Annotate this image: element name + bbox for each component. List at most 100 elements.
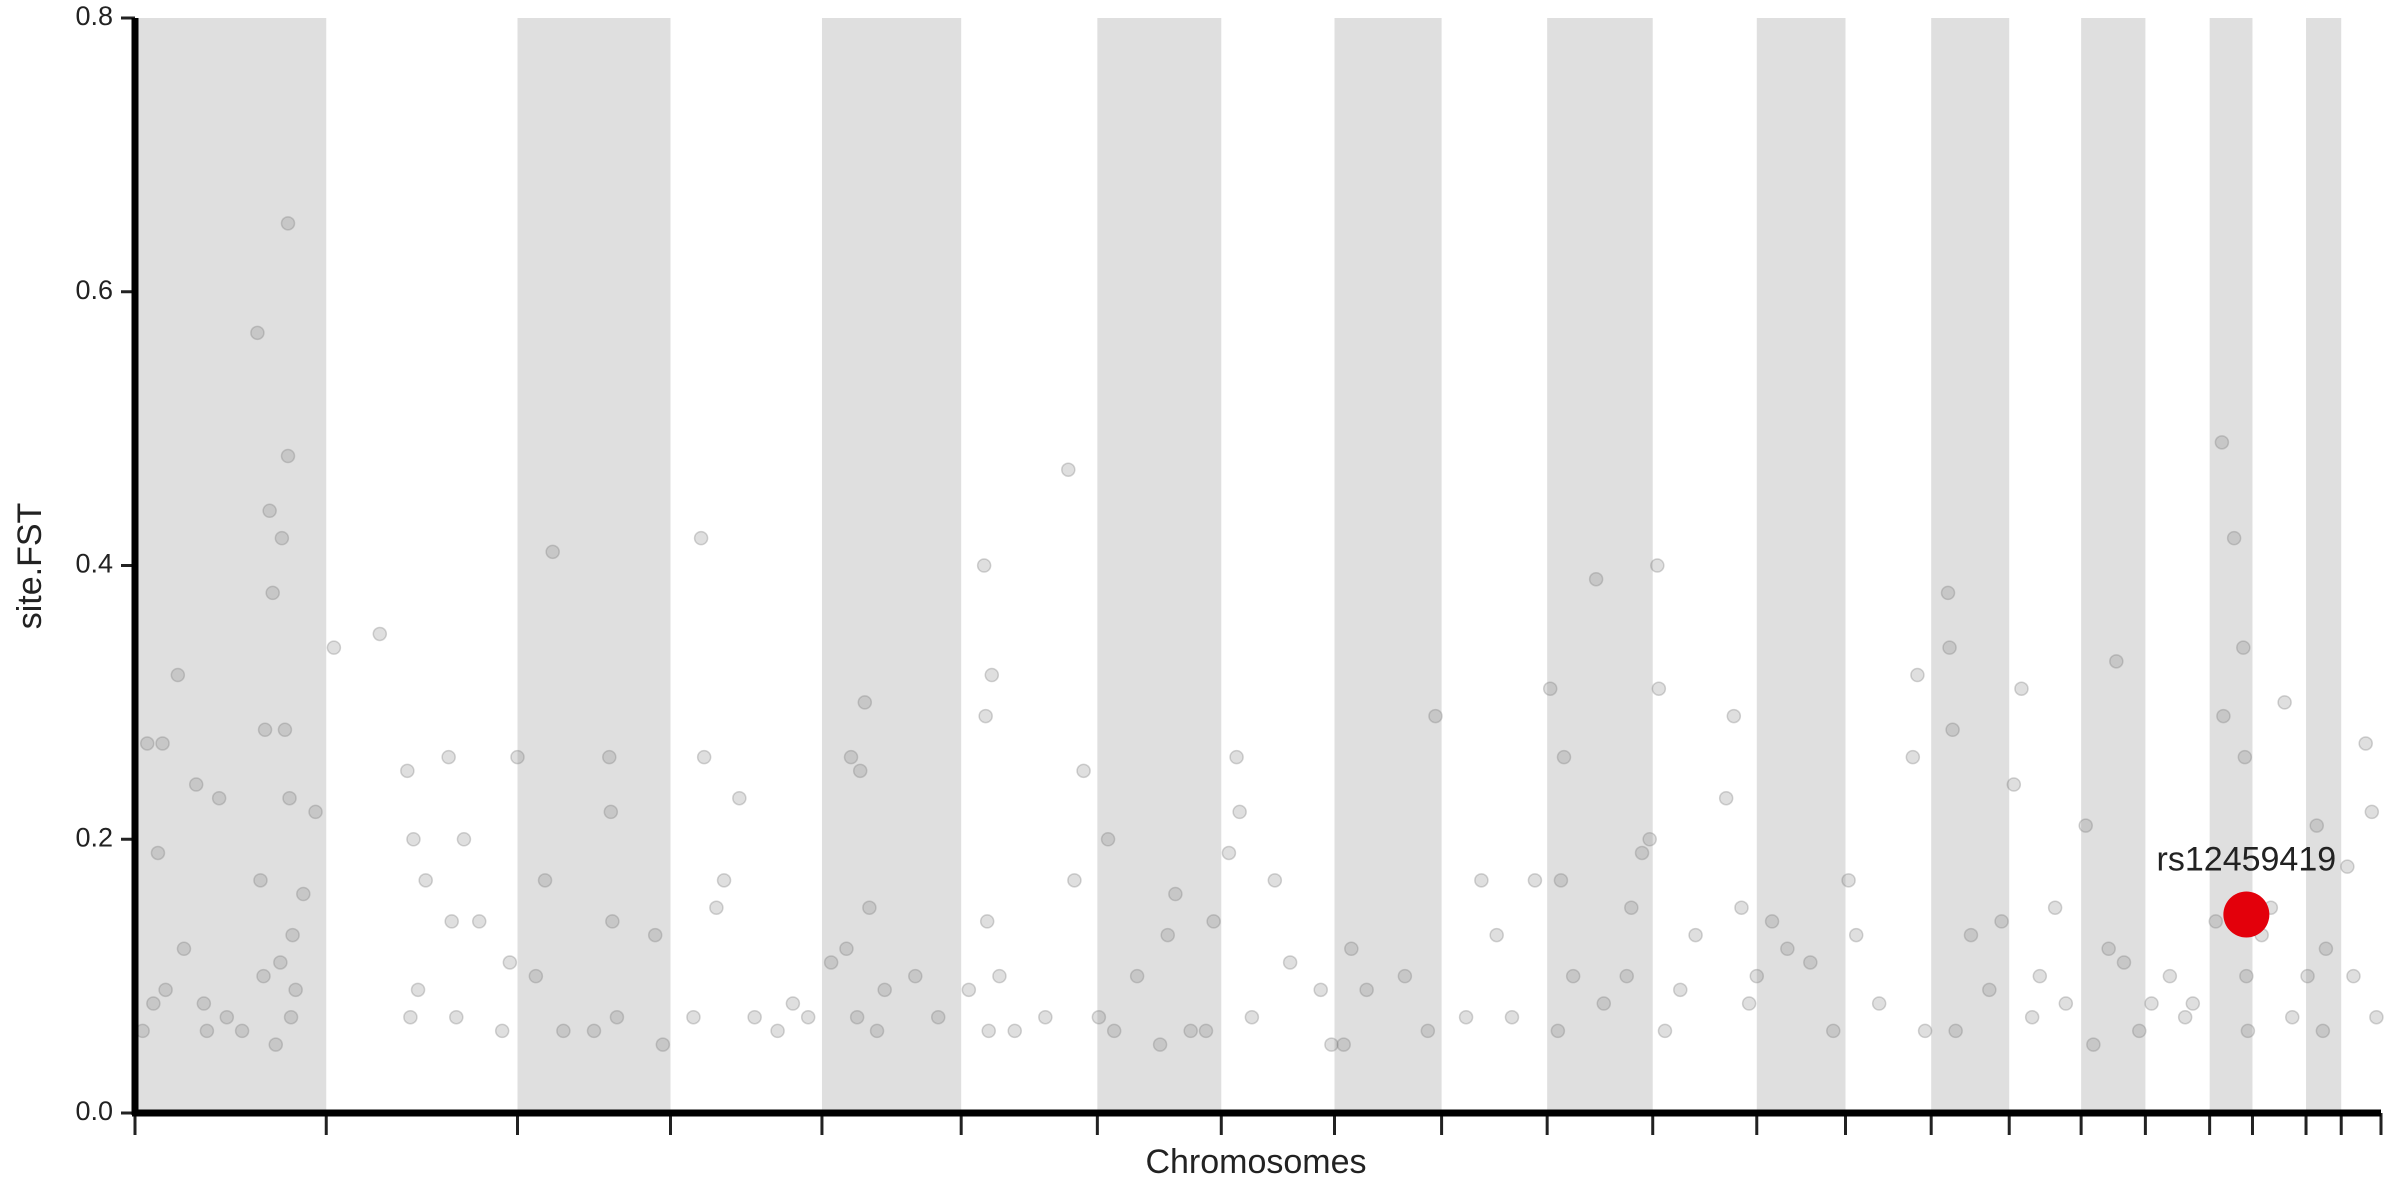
point bbox=[2277, 695, 2292, 710]
point bbox=[1344, 941, 1359, 956]
point bbox=[2109, 654, 2124, 669]
point bbox=[1168, 886, 1183, 902]
point bbox=[234, 1023, 250, 1039]
y-tick-label: 0.4 bbox=[75, 549, 113, 579]
point bbox=[961, 982, 977, 998]
point bbox=[1803, 955, 1818, 970]
point bbox=[693, 530, 709, 546]
point bbox=[2101, 941, 2116, 956]
point bbox=[2236, 640, 2251, 655]
point bbox=[603, 804, 619, 820]
point bbox=[1634, 845, 1650, 861]
point bbox=[273, 955, 288, 970]
chromosome-band bbox=[517, 18, 671, 1113]
point bbox=[545, 544, 560, 560]
point bbox=[268, 1037, 284, 1052]
point bbox=[2318, 941, 2334, 956]
point bbox=[586, 1023, 602, 1039]
point bbox=[1553, 873, 1569, 888]
point bbox=[410, 982, 426, 998]
point bbox=[257, 722, 273, 737]
point bbox=[1948, 1023, 1963, 1039]
point bbox=[537, 873, 553, 888]
point bbox=[146, 996, 161, 1011]
point bbox=[2024, 1009, 2040, 1025]
highlight-label: rs12459419 bbox=[2157, 841, 2337, 879]
x-axis-label: Chromosomes bbox=[1145, 1143, 1366, 1181]
point bbox=[199, 1023, 215, 1039]
point bbox=[2364, 804, 2380, 820]
point bbox=[471, 914, 487, 929]
chromosome-band bbox=[1756, 18, 1846, 1113]
point bbox=[285, 927, 300, 943]
point bbox=[282, 790, 297, 806]
point bbox=[976, 558, 992, 573]
point bbox=[696, 749, 712, 765]
point bbox=[862, 900, 877, 915]
point bbox=[800, 1009, 816, 1025]
point bbox=[1741, 996, 1757, 1011]
point bbox=[1038, 1009, 1053, 1025]
point bbox=[1474, 873, 1489, 888]
point bbox=[709, 900, 724, 915]
chromosome-band bbox=[1931, 18, 2010, 1113]
point bbox=[1106, 1023, 1122, 1039]
point bbox=[2369, 1009, 2384, 1025]
point bbox=[211, 790, 227, 806]
point bbox=[686, 1009, 701, 1025]
point bbox=[1267, 873, 1283, 888]
chromosome-band bbox=[135, 18, 327, 1113]
highlight-point bbox=[2223, 891, 2270, 938]
point bbox=[2086, 1037, 2101, 1052]
point bbox=[1550, 1023, 1566, 1039]
point bbox=[869, 1023, 885, 1039]
point bbox=[1657, 1023, 1673, 1039]
point bbox=[1556, 749, 1572, 765]
chromosome-band bbox=[821, 18, 962, 1113]
point bbox=[1100, 832, 1116, 847]
point bbox=[2185, 996, 2201, 1011]
point bbox=[1673, 982, 1688, 998]
point bbox=[1489, 927, 1504, 943]
point bbox=[2239, 968, 2254, 984]
point bbox=[1206, 914, 1221, 929]
point bbox=[2340, 859, 2355, 874]
point bbox=[170, 667, 186, 683]
point bbox=[2309, 818, 2324, 833]
point bbox=[2285, 1009, 2300, 1025]
point bbox=[1232, 804, 1247, 820]
point bbox=[1688, 927, 1703, 943]
point bbox=[732, 790, 747, 806]
chromosome-band bbox=[2306, 18, 2342, 1113]
point bbox=[823, 955, 839, 970]
point bbox=[1588, 571, 1604, 587]
chromosome-band bbox=[1547, 18, 1653, 1113]
point bbox=[849, 1009, 865, 1025]
point bbox=[1428, 708, 1443, 724]
point bbox=[418, 873, 433, 888]
point bbox=[1282, 955, 1298, 970]
point bbox=[1642, 832, 1657, 847]
point bbox=[176, 941, 192, 956]
point bbox=[2006, 777, 2022, 792]
point bbox=[253, 873, 268, 888]
point bbox=[1826, 1023, 1841, 1039]
point bbox=[1726, 708, 1742, 724]
point bbox=[1420, 1023, 1436, 1039]
point bbox=[1076, 763, 1091, 779]
point bbox=[1007, 1023, 1022, 1039]
point bbox=[605, 914, 620, 929]
y-axis-label: site.FST bbox=[11, 503, 49, 630]
point bbox=[1565, 968, 1581, 984]
point bbox=[852, 763, 868, 779]
point bbox=[1061, 462, 1076, 477]
point bbox=[2177, 1009, 2193, 1025]
point bbox=[308, 804, 323, 820]
y-tick-label: 0.0 bbox=[75, 1096, 113, 1126]
chromosome-band bbox=[1334, 18, 1442, 1113]
point bbox=[877, 982, 892, 998]
point bbox=[1841, 873, 1856, 888]
point bbox=[277, 722, 293, 737]
point bbox=[155, 736, 170, 751]
